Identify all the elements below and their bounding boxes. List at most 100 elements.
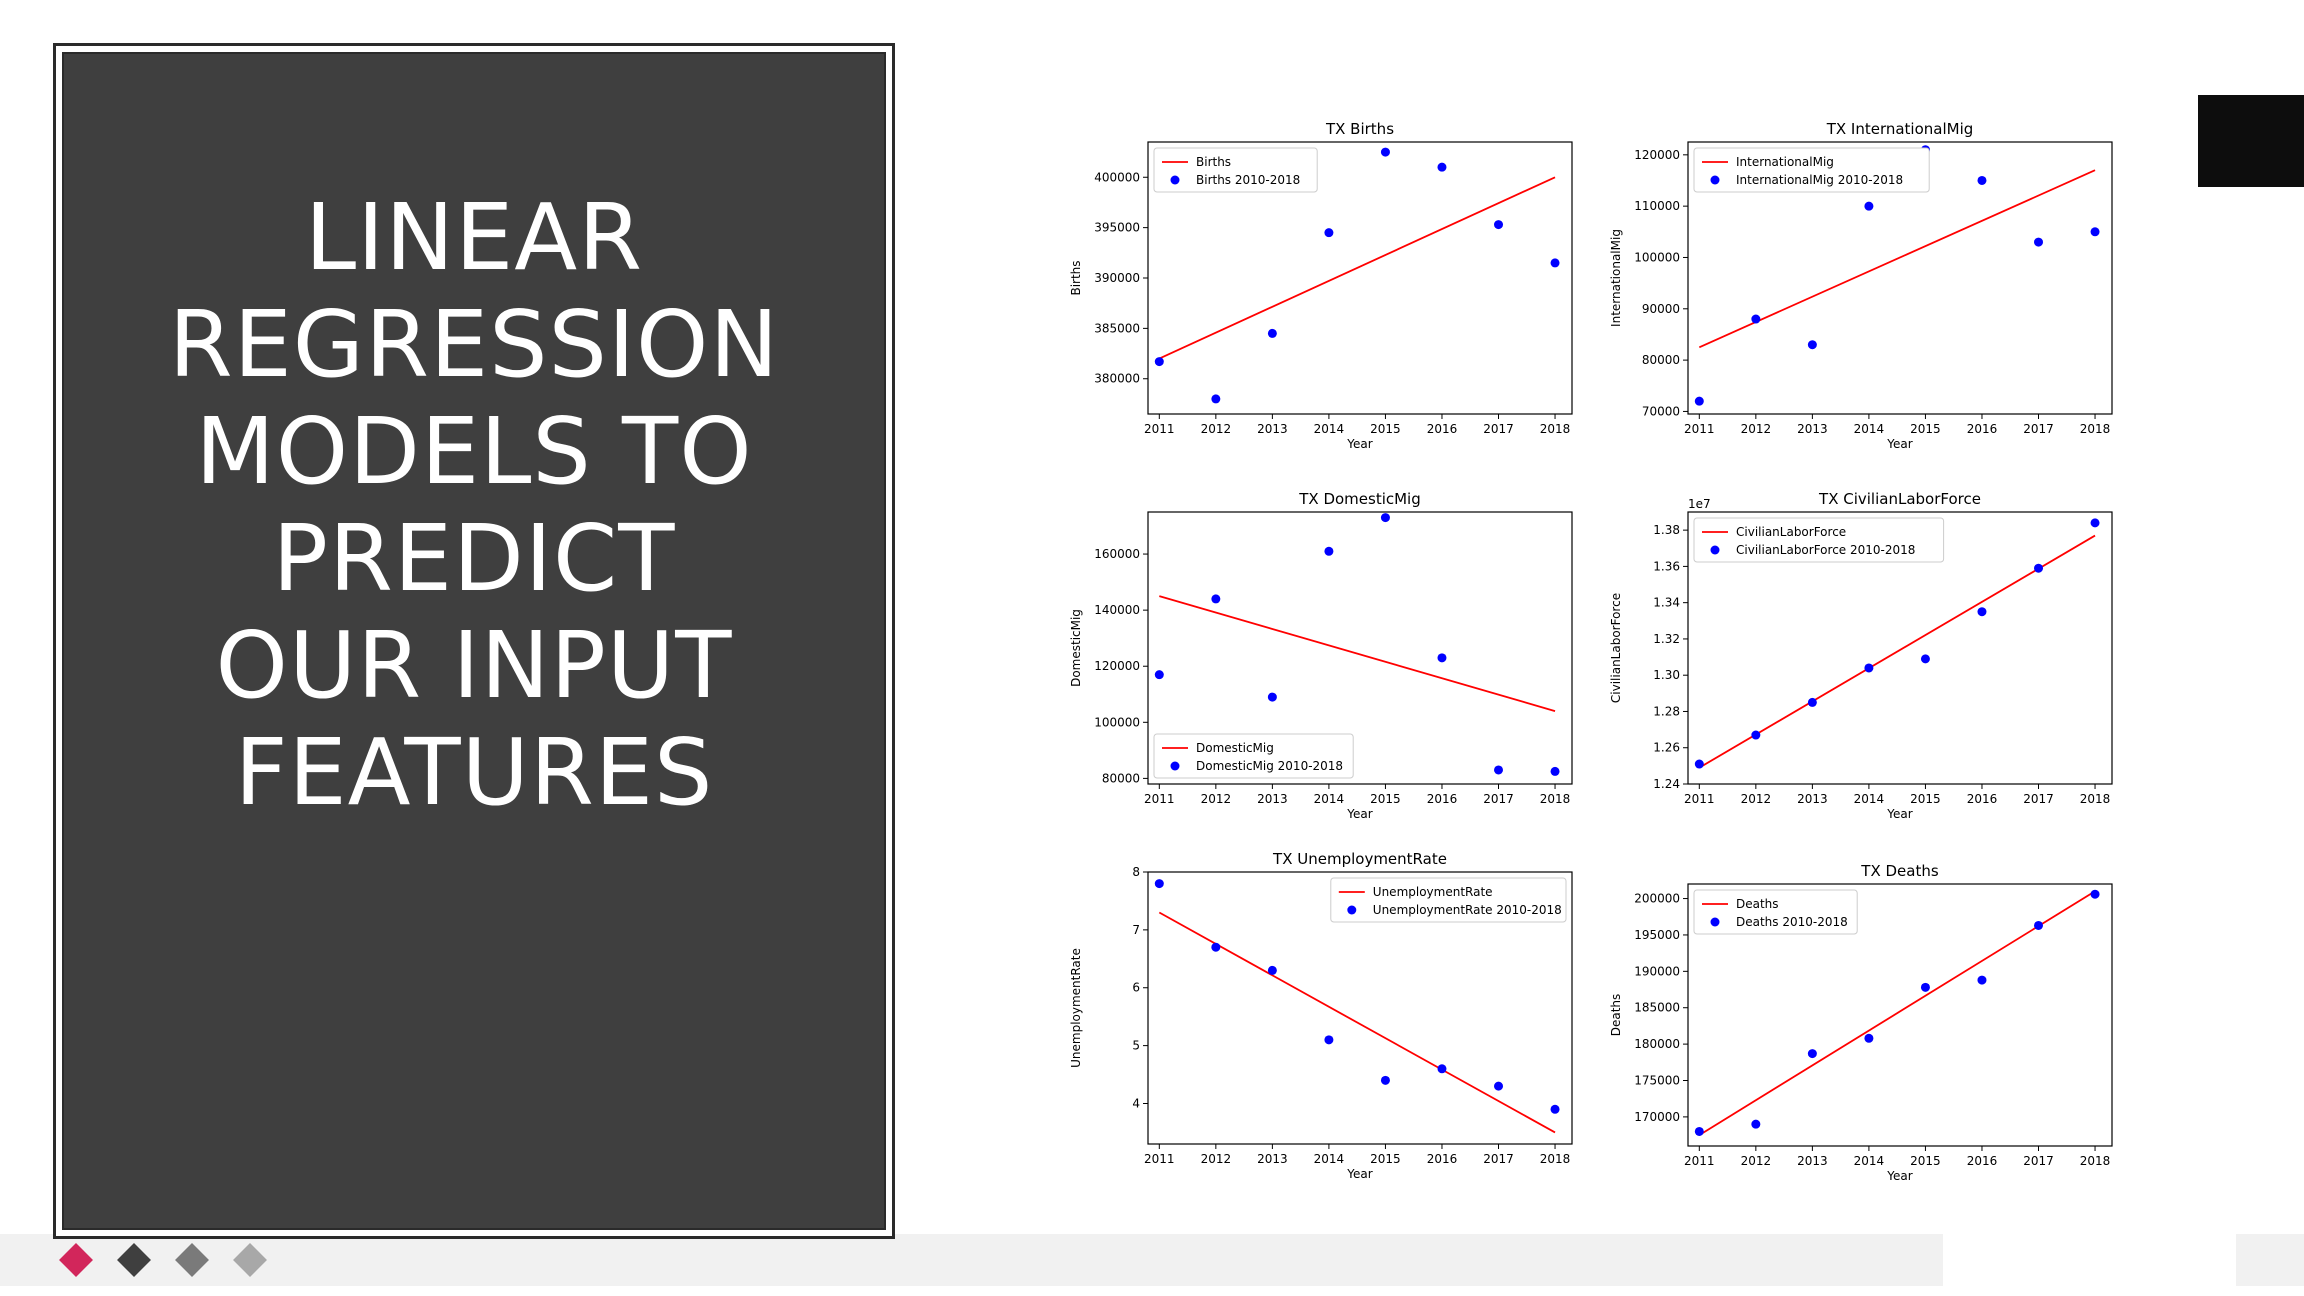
data-point [1694, 1126, 1704, 1136]
x-tick-label: 2012 [1201, 792, 1232, 806]
y-tick-label: 380000 [1094, 372, 1140, 386]
x-tick-label: 2011 [1684, 1154, 1715, 1168]
data-point [1694, 759, 1704, 769]
chart-title: TX Births [1325, 120, 1394, 138]
x-tick-label: 2016 [1967, 1154, 1998, 1168]
data-point [1694, 396, 1704, 406]
x-tick-label: 2018 [1540, 422, 1571, 436]
data-point [2034, 563, 2044, 573]
x-tick-label: 2013 [1257, 1152, 1288, 1166]
x-axis-label: Year [1346, 1167, 1372, 1181]
x-tick-label: 2017 [1483, 792, 1514, 806]
x-axis-label: Year [1886, 1169, 1912, 1183]
data-point [1920, 654, 1930, 664]
legend-label: DomesticMig 2010-2018 [1196, 759, 1343, 773]
fit-line [1698, 890, 2096, 1136]
slide-title: LINEAR REGRESSION MODELS TO PREDICT OUR … [168, 184, 780, 826]
y-tick-label: 1.28 [1653, 704, 1680, 718]
x-tick-label: 2014 [1854, 1154, 1885, 1168]
data-point [1751, 314, 1761, 324]
diamond-4[interactable] [233, 1243, 267, 1277]
x-tick-label: 2015 [1910, 792, 1941, 806]
chart-title: TX DomesticMig [1298, 490, 1421, 508]
data-point [1437, 653, 1447, 663]
y-tick-label: 7 [1132, 923, 1140, 937]
y-tick-label: 390000 [1094, 271, 1140, 285]
y-tick-label: 185000 [1634, 1001, 1680, 1015]
legend-point-swatch [1710, 175, 1720, 185]
x-tick-label: 2012 [1741, 1154, 1772, 1168]
data-point [1550, 1104, 1560, 1114]
legend-box [1153, 733, 1354, 779]
diamond-1[interactable] [59, 1243, 93, 1277]
data-point [1437, 162, 1447, 172]
chart-domesticmig: TX DomesticMig 2011 2012 2013 2014 2015 2016 20… [1069, 490, 1573, 821]
chart-title: TX UnemploymentRate [1272, 850, 1447, 868]
y-tick-label: 180000 [1634, 1037, 1680, 1051]
plot-frame [1687, 883, 2113, 1147]
y-tick-label: 1.26 [1653, 741, 1680, 755]
data-point [1380, 1075, 1390, 1085]
data-point [1154, 357, 1164, 367]
x-tick-label: 2014 [1854, 792, 1885, 806]
y-tick-label: 8 [1132, 865, 1140, 879]
title-panel: LINEAR REGRESSION MODELS TO PREDICT OUR … [53, 43, 895, 1239]
x-tick-label: 2015 [1910, 1154, 1941, 1168]
y-tick-label: 80000 [1102, 771, 1140, 785]
x-tick-label: 2013 [1257, 422, 1288, 436]
y-tick-label: 120000 [1094, 659, 1140, 673]
x-axis-label: Year [1886, 807, 1912, 821]
legend-point-swatch [1170, 761, 1180, 771]
legend: DomesticMig DomesticMig 2010-2018 [1153, 733, 1354, 779]
x-tick-label: 2016 [1967, 792, 1998, 806]
x-tick-label: 2013 [1797, 422, 1828, 436]
data-point [1267, 692, 1277, 702]
data-point [2090, 518, 2100, 528]
data-point [1807, 340, 1817, 350]
chart-civilianlaborforce: TX CivilianLaborForce 1e7 2011 2012 2013 2014… [1609, 490, 2113, 821]
diamond-2[interactable] [117, 1243, 151, 1277]
data-point [1807, 697, 1817, 707]
y-axis-label: Births [1069, 260, 1083, 295]
legend-label: DomesticMig [1196, 741, 1274, 755]
plot-frame [1147, 511, 1573, 785]
data-point [1267, 328, 1277, 338]
fit-line [1698, 169, 2096, 349]
data-point [1437, 1064, 1447, 1074]
y-axis-label: InternationalMig [1609, 229, 1623, 327]
data-point [1977, 607, 1987, 617]
legend-point-swatch [1710, 917, 1720, 927]
x-tick-label: 2014 [1314, 1152, 1345, 1166]
x-tick-label: 2015 [1910, 422, 1941, 436]
legend-point-swatch [1710, 545, 1720, 555]
x-tick-label: 2013 [1257, 792, 1288, 806]
axis-offset-label: 1e7 [1688, 497, 1711, 511]
x-tick-label: 2017 [2023, 422, 2054, 436]
data-point [2090, 889, 2100, 899]
legend-box [1153, 147, 1318, 193]
x-tick-label: 2018 [1540, 792, 1571, 806]
y-tick-label: 1.30 [1653, 668, 1680, 682]
x-tick-label: 2017 [1483, 422, 1514, 436]
bottom-strip [0, 1234, 1943, 1286]
legend-label: UnemploymentRate [1373, 885, 1493, 899]
y-tick-label: 80000 [1642, 353, 1680, 367]
nav-diamonds [56, 1240, 296, 1280]
chart-deaths: TX Deaths 2011 2012 2013 2014 2015 2016 2017 201… [1609, 862, 2113, 1183]
x-tick-label: 2015 [1370, 422, 1401, 436]
data-point [1154, 670, 1164, 680]
fit-line [1698, 534, 2096, 769]
fit-line [1159, 595, 1556, 712]
chart-unemploymentrate: TX UnemploymentRate 2011 2012 2013 2014 2015 2… [1069, 850, 1573, 1181]
x-tick-label: 2016 [1427, 792, 1458, 806]
data-point [1211, 394, 1221, 404]
data-point [1977, 975, 1987, 985]
data-point [1494, 1081, 1504, 1091]
y-tick-label: 70000 [1642, 404, 1680, 418]
data-point [1864, 663, 1874, 673]
plot-frame [1687, 141, 2113, 415]
legend-label: CivilianLaborForce [1736, 525, 1846, 539]
data-point [1211, 594, 1221, 604]
diamond-3[interactable] [175, 1243, 209, 1277]
x-tick-label: 2017 [2023, 1154, 2054, 1168]
